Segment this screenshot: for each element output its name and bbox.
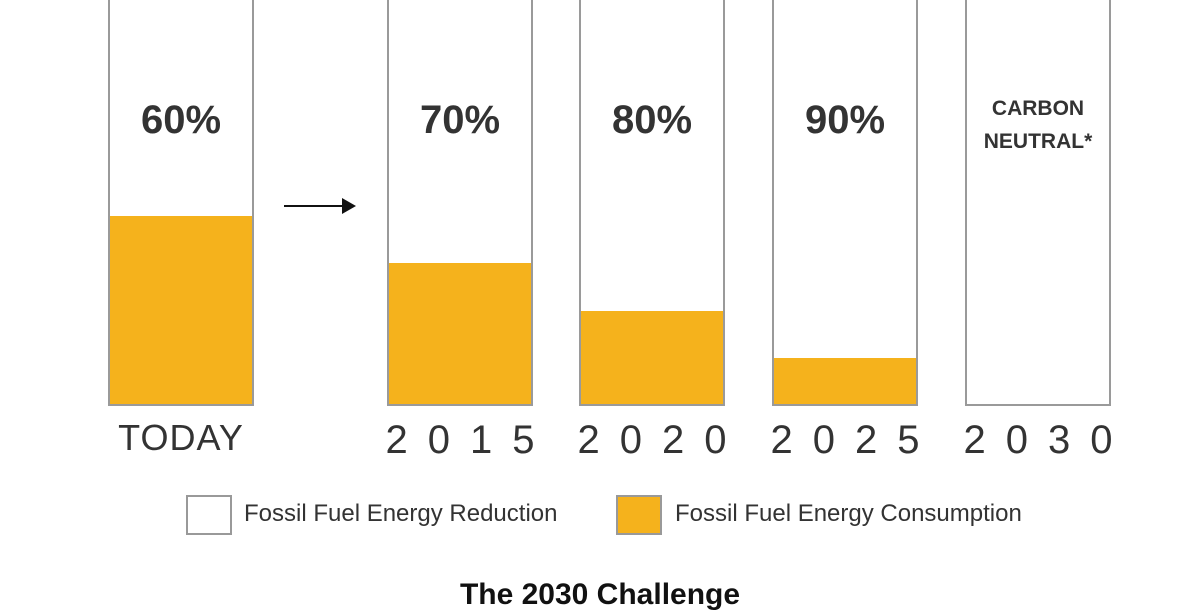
category-label: 2025 <box>770 418 940 462</box>
legend-swatch <box>616 495 662 535</box>
bar-segment <box>772 0 918 358</box>
bar-segment <box>965 0 1111 405</box>
chart-title: The 2030 Challenge <box>459 578 741 611</box>
baseline <box>387 404 533 406</box>
arrow <box>284 198 356 214</box>
legend-label: Fossil Fuel Energy Consumption <box>675 500 1022 527</box>
bar-segment <box>108 0 254 217</box>
bar-segment <box>579 0 725 311</box>
bar-segment <box>108 216 254 405</box>
category-label: 2015 <box>385 418 555 462</box>
chart: 60% TODAY 70% 2015 80% 2020 90% 2025 CARBON NEUT… <box>108 0 1133 611</box>
value-label: 80% <box>611 98 693 142</box>
legend-swatch <box>186 495 232 535</box>
value-label: CARBON NEUTRAL* <box>983 97 1093 153</box>
bar-segment <box>772 357 918 405</box>
bar-segment <box>387 263 533 405</box>
baseline <box>108 404 254 406</box>
legend-label: Fossil Fuel Energy Reduction <box>244 500 558 527</box>
bar-segment <box>579 310 725 405</box>
value-label: 70% <box>419 98 501 142</box>
value-label: 60% <box>140 98 222 142</box>
category-label: TODAY <box>118 417 244 458</box>
baseline <box>965 404 1111 406</box>
page: {"chart_data": {"type": "stacked-bar", "… <box>108 0 1133 611</box>
baseline <box>772 404 918 406</box>
category-label: 2020 <box>577 418 747 462</box>
baseline <box>579 404 725 406</box>
category-label: 2030 <box>963 418 1133 462</box>
value-label: 90% <box>804 98 886 142</box>
bar-segment <box>387 0 533 264</box>
